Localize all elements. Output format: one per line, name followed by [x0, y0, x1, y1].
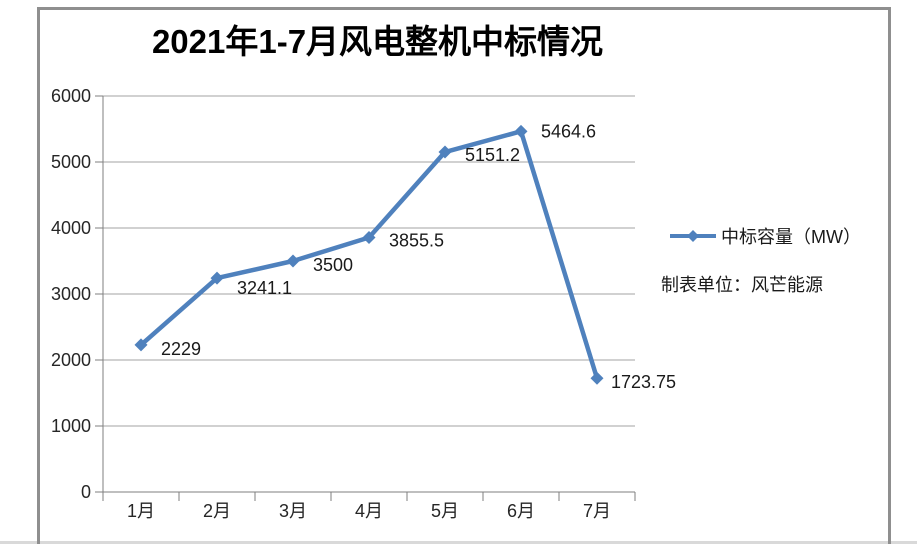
y-axis-tick-label: 0 [81, 482, 91, 502]
legend-line-marker-icon [670, 230, 716, 242]
data-point-label: 5464.6 [541, 121, 596, 141]
x-axis-category-label: 1月 [127, 501, 155, 521]
data-point-label: 3855.5 [389, 231, 444, 251]
bottom-edge-strip [0, 541, 917, 544]
data-point-label: 5151.2 [465, 145, 520, 165]
legend-series-label: 中标容量（MW） [721, 227, 861, 247]
data-point-marker [590, 371, 604, 385]
y-axis-tick-label: 3000 [51, 284, 91, 304]
x-axis-category-label: 6月 [507, 501, 535, 521]
y-axis-tick-label: 6000 [51, 86, 91, 106]
x-axis-category-label: 7月 [583, 501, 611, 521]
data-point-marker [514, 124, 528, 138]
y-axis-tick-label: 2000 [51, 350, 91, 370]
chart-source-annotation: 制表单位：风芒能源 [661, 275, 823, 295]
data-point-label: 2229 [161, 339, 201, 359]
data-point-label: 3241.1 [237, 278, 292, 298]
series-line [138, 129, 600, 381]
legend: 中标容量（MW） [668, 223, 861, 249]
x-axis-category-label: 2月 [203, 501, 231, 521]
data-point-marker [438, 145, 452, 159]
data-point-label: 1723.75 [611, 372, 676, 392]
data-point-marker [210, 271, 224, 285]
x-axis-category-label: 4月 [355, 501, 383, 521]
x-axis-category-label: 5月 [431, 501, 459, 521]
data-point-marker [362, 231, 376, 245]
chart-title: 2021年1-7月风电整机中标情况 [151, 23, 604, 60]
x-axis-category-label: 3月 [279, 501, 307, 521]
y-axis-tick-label: 1000 [51, 416, 91, 436]
y-axis-tick-label: 5000 [51, 152, 91, 172]
data-point-marker [134, 338, 148, 352]
data-point-marker [286, 254, 300, 268]
y-axis-tick-label: 4000 [51, 218, 91, 238]
data-point-label: 3500 [313, 255, 353, 275]
